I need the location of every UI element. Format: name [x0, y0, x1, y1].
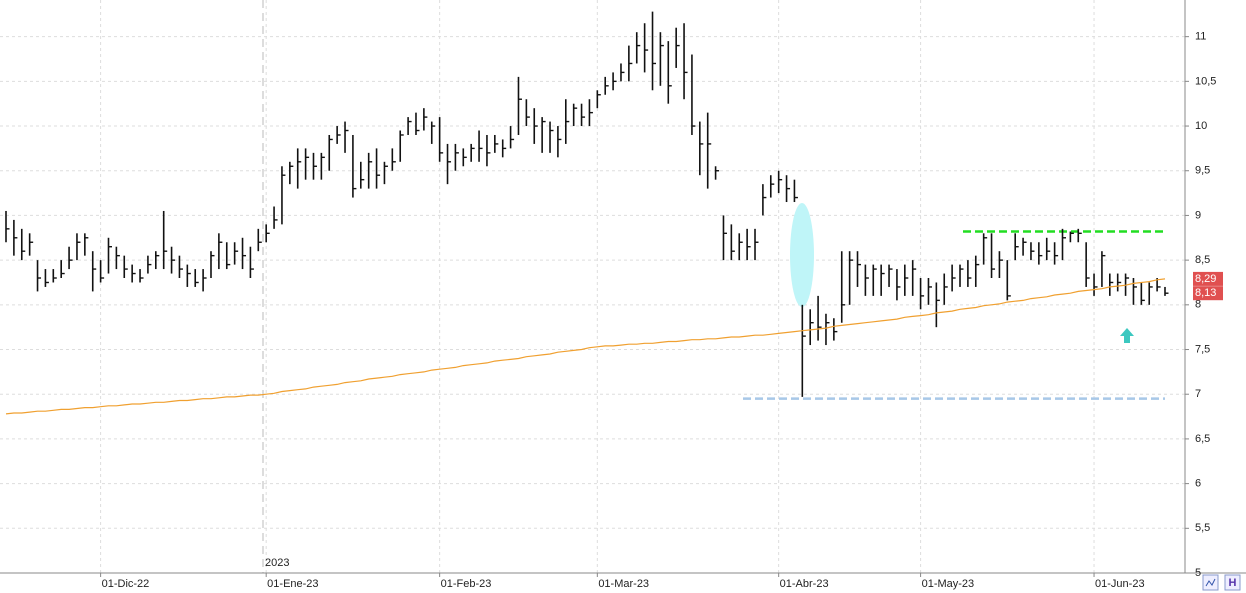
price-tag-label: 8,13 — [1195, 287, 1216, 299]
year-label: 2023 — [265, 557, 289, 569]
y-tick-label: 8 — [1195, 299, 1201, 311]
y-tick-label: 9,5 — [1195, 165, 1210, 177]
y-tick-label: 8,5 — [1195, 254, 1210, 266]
plot — [5, 11, 1169, 415]
x-tick-label: 01-Abr-23 — [780, 578, 829, 590]
y-tick-label: 10 — [1195, 120, 1207, 132]
price-tag: 8,29 — [1193, 271, 1223, 286]
price-tag: 8,13 — [1193, 286, 1223, 301]
hold-button[interactable] — [1224, 574, 1241, 591]
x-tick-label: 01-Feb-23 — [441, 578, 492, 590]
zoom-icon — [1205, 578, 1216, 587]
y-tick-label: 7,5 — [1195, 343, 1210, 355]
y-tick-label: 6 — [1195, 478, 1201, 490]
price-tag-box — [1193, 271, 1223, 286]
y-tick-label: 5,5 — [1195, 522, 1210, 534]
y-tick-label: 9 — [1195, 209, 1201, 221]
x-tick-label: 01-Ene-23 — [267, 578, 318, 590]
x-tick-label: 01-Dic-22 — [102, 578, 150, 590]
moving-average — [5, 278, 1166, 415]
y-tick-label: 11 — [1195, 31, 1206, 43]
x-tick-label: 01-Jun-23 — [1095, 578, 1145, 590]
price-tag-box — [1193, 286, 1223, 301]
hold-icon: H — [1229, 577, 1237, 589]
y-tick-label: 10,5 — [1195, 75, 1216, 87]
axes: 5 5,5 6 6,5 7 7,5 8 8,5 9 9,5 10 10,5 11 01-Dic-22 01-… — [100, 31, 1223, 590]
y-tick-label: 7 — [1195, 388, 1201, 400]
up-arrow — [1120, 328, 1134, 343]
x-tick-label: 01-May-23 — [922, 578, 975, 590]
highlight-ellipse — [790, 203, 814, 307]
y-tick-label: 6,5 — [1195, 433, 1210, 445]
price-tag-label: 8,29 — [1195, 273, 1216, 285]
x-tick-label: 01-Mar-23 — [598, 578, 649, 590]
y-tick-label: 5 — [1195, 567, 1201, 579]
